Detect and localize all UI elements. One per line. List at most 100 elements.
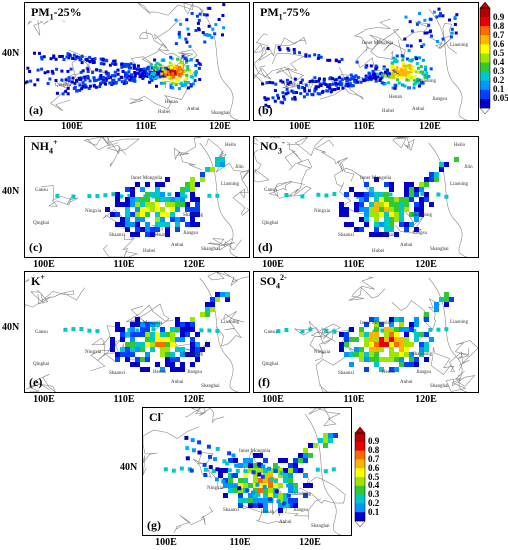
province-boundaries [254, 8, 467, 120]
grid-cell [351, 84, 355, 88]
grid-cell [205, 302, 210, 307]
panel-letter-d: (d) [258, 240, 273, 254]
grid-cell [405, 78, 409, 82]
grid-cell [87, 328, 92, 333]
grid-cell [113, 59, 117, 63]
grid-cell [264, 103, 268, 107]
colorbar-tick-label: 0.5 [493, 47, 505, 58]
grid-cell [184, 77, 188, 81]
grid-cell [183, 56, 187, 60]
grid-cell [321, 89, 325, 93]
grid-cell [29, 79, 33, 83]
grid-cell [186, 27, 190, 31]
grid-cell [116, 72, 120, 76]
grid-cell [80, 61, 84, 65]
grid-cell [228, 473, 233, 478]
grid-cell [231, 473, 236, 478]
grid-cell [140, 227, 145, 232]
place-shaanxi-f: Shaanxi [338, 371, 355, 376]
grid-cell [77, 55, 81, 59]
grid-cell [364, 357, 369, 362]
grid-cell [110, 212, 115, 217]
grid-cell [92, 76, 96, 80]
grid-cell [374, 327, 379, 332]
grid-cell [110, 347, 115, 352]
grid-cell [79, 327, 84, 331]
grid-cell [190, 342, 195, 347]
grid-cell [223, 478, 228, 483]
grid-cell [171, 468, 176, 473]
grid-cell [145, 192, 150, 197]
grid-cell [186, 65, 190, 68]
grid-cell [135, 202, 140, 207]
grid-cell [288, 468, 293, 473]
grid-cell [423, 18, 427, 22]
grid-cell [263, 498, 268, 503]
grid-cell [200, 172, 205, 177]
grid-cell [412, 78, 416, 82]
grid-cell [111, 62, 115, 65]
grid-cell [175, 80, 179, 84]
grid-cell [101, 75, 105, 79]
grid-cell [293, 77, 297, 81]
grid-cell [419, 70, 423, 74]
grid-cell [195, 212, 200, 217]
map-canvas-d [254, 137, 467, 257]
grid-cell [127, 74, 131, 78]
grid-cell [83, 75, 87, 79]
grid-cell [288, 473, 293, 478]
place-inner-mongolia-g: Inner Mongolia [239, 449, 271, 454]
grid-cell [409, 182, 414, 187]
grid-cell [423, 75, 427, 79]
grid-cell [194, 29, 198, 32]
grid-cell [145, 182, 150, 187]
grid-cell [428, 327, 433, 332]
grid-cell [267, 466, 272, 471]
grid-cell [331, 82, 335, 86]
grid-cell [140, 367, 145, 372]
grid-cell [364, 212, 369, 217]
grid-cell [248, 483, 253, 488]
grid-cell [436, 192, 441, 197]
lat-label-c: 40N [2, 186, 20, 197]
grid-cell [253, 488, 258, 493]
colorbar-swatch [355, 433, 365, 443]
grid-cell [258, 478, 263, 483]
grid-cell [140, 197, 145, 202]
grid-cell [421, 81, 425, 85]
grid-cell [295, 91, 299, 94]
grid-cell [120, 337, 125, 342]
grid-cell [303, 473, 308, 478]
grid-cell [173, 68, 177, 72]
grid-cell [178, 35, 182, 39]
place-ningxia-d: Ningxia [314, 209, 331, 214]
grid-cell [74, 57, 78, 61]
lat-label-e: 40N [2, 322, 20, 333]
grid-cell [155, 217, 160, 222]
grid-cell [140, 322, 145, 327]
grid-cell [389, 227, 394, 232]
grid-cell [299, 81, 303, 84]
grid-cell [238, 503, 243, 508]
lon-label-a-110: 110E [135, 121, 157, 132]
grid-cell [185, 327, 190, 332]
grid-cell [268, 473, 273, 478]
grid-cell [316, 92, 320, 96]
grid-cell [215, 329, 220, 333]
grid-cell [164, 67, 167, 71]
colorbar-swatch [480, 17, 490, 27]
grid-cell [339, 207, 344, 212]
grid-cell [190, 322, 195, 327]
grid-cell [424, 182, 429, 187]
grid-cell [238, 463, 243, 468]
grid-cell [150, 227, 155, 232]
grid-cell [228, 458, 233, 463]
grid-cell [389, 64, 393, 68]
colorbar-bottom-arrow [479, 107, 491, 114]
grid-cell [185, 322, 190, 327]
grid-cell [355, 60, 359, 64]
grid-cell [160, 327, 165, 332]
grid-cell [384, 342, 389, 347]
grid-cell [140, 187, 145, 192]
grid-cell [159, 67, 163, 71]
